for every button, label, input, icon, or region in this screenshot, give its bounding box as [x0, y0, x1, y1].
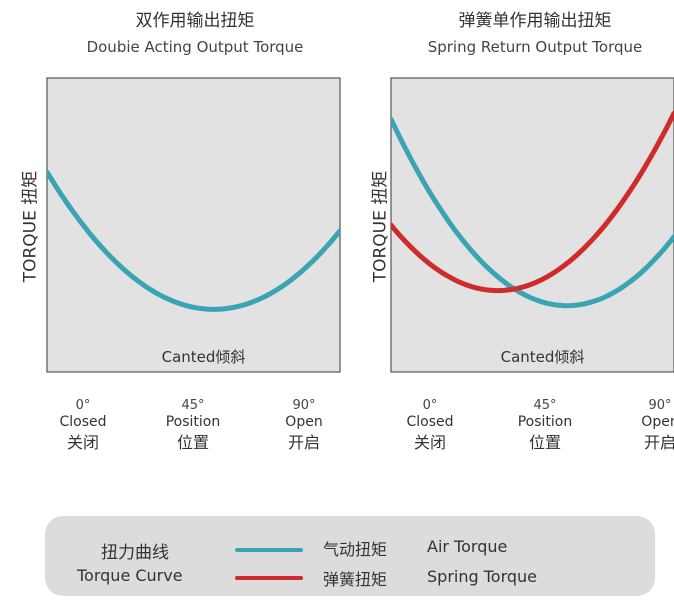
- chart1-x-tick-0-cn: 关闭: [66, 433, 99, 453]
- chart1-x-tick-1-deg: 45°: [181, 398, 205, 413]
- legend-air-swatch: [235, 548, 303, 552]
- legend-title-cn: 扭力曲线: [101, 543, 169, 563]
- chart1-x-tick-1-en: Position: [165, 413, 221, 430]
- chart1-x-tick-0: 0° Closed 关闭: [43, 398, 123, 453]
- chart1-title: 双作用输出扭矩: [135, 11, 255, 31]
- chart1-air-torque-line: [47, 169, 340, 312]
- chart2-x-axis-label: Canted倾斜: [501, 348, 585, 366]
- chart2-x-tick-0-cn: 关闭: [413, 433, 446, 453]
- chart2-x-tick-2-deg: 90°: [648, 398, 672, 413]
- chart2-x-tick-1-deg: 45°: [533, 398, 557, 413]
- chart1-plot-area: [46, 77, 341, 373]
- legend-spring-label-cn: 弹簧扭矩: [323, 570, 388, 589]
- chart2-title: 弹簧单作用输出扭矩: [458, 11, 612, 31]
- chart2-plot-area: [390, 77, 674, 373]
- chart1-x-tick-0-en: Closed: [59, 413, 107, 430]
- chart1-x-tick-1-cn: 位置: [176, 433, 209, 453]
- legend-spring-label-en: Spring Torque: [427, 567, 537, 586]
- chart1-x-tick-2-en: Open: [285, 413, 323, 430]
- chart2-spring-torque-line: [391, 110, 674, 294]
- chart2-x-tick-0-deg: 0°: [422, 398, 438, 413]
- chart2-x-tick-1-en: Position: [517, 413, 573, 430]
- legend-air-label-en: Air Torque: [427, 537, 508, 556]
- chart1-x-tick-2-deg: 90°: [292, 398, 316, 413]
- legend: 扭力曲线 Torque Curve 气动扭矩 Air Torque 弹簧扭矩 S…: [45, 516, 655, 596]
- legend-air-label-cn: 气动扭矩: [323, 540, 388, 559]
- chart2-x-tick-0-en: Closed: [406, 413, 454, 430]
- chart1-x-tick-0-deg: 0°: [75, 398, 91, 413]
- legend-title-en: Torque Curve: [77, 566, 183, 585]
- chart2-x-tick-0: 0° Closed 关闭: [390, 398, 470, 453]
- chart1-x-tick-1: 45° Position 位置: [153, 398, 233, 453]
- chart2-x-tick-1-cn: 位置: [528, 433, 561, 453]
- chart1-x-tick-2-cn: 开启: [287, 433, 320, 453]
- chart2-x-tick-2-cn: 开启: [643, 433, 674, 453]
- chart1-x-tick-2: 90° Open 开启: [264, 398, 344, 453]
- chart1-x-axis-label: Canted倾斜: [162, 348, 246, 366]
- chart2-x-tick-2-en: Open: [641, 413, 674, 430]
- chart2-air-torque-line: [391, 116, 674, 309]
- chart1-subtitle: Doubie Acting Output Torque: [86, 38, 304, 56]
- chart2-x-tick-1: 45° Position 位置: [505, 398, 585, 453]
- chart2-x-tick-2: 90°Open 开启: [620, 398, 674, 453]
- legend-spring-swatch: [235, 576, 303, 580]
- chart2-subtitle: Spring Return Output Torque: [427, 38, 643, 56]
